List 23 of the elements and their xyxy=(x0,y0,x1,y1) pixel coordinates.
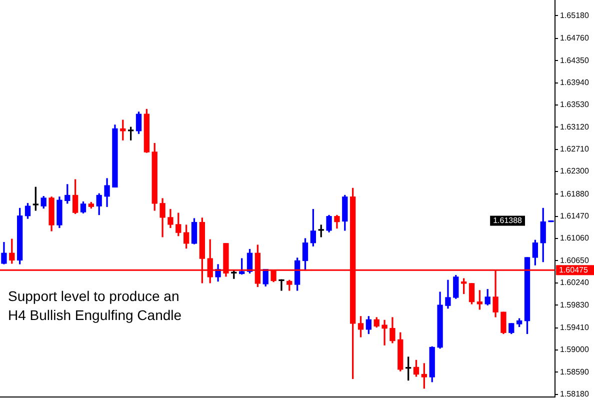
y-tick-label: 1.60240 xyxy=(560,278,590,288)
y-tick-label: 1.64350 xyxy=(560,56,590,65)
candlestick xyxy=(382,320,388,346)
y-tick-label: 1.59000 xyxy=(560,345,590,354)
y-tick-label: 1.58180 xyxy=(560,390,590,398)
y-tick-label: 1.65180 xyxy=(560,10,590,20)
y-tick-label: 1.62300 xyxy=(560,166,590,176)
y-tick-label: 1.64760 xyxy=(560,34,590,43)
y-tick-label: 1.63530 xyxy=(560,100,590,110)
y-tick-label: 1.63120 xyxy=(560,122,590,132)
annotation: 1.61388 xyxy=(493,216,523,225)
y-tick-label: 1.61060 xyxy=(560,234,590,243)
y-tick-label: 1.59830 xyxy=(560,300,590,310)
y-tick-label: 1.60650 xyxy=(560,256,590,265)
y-tick-label: 1.63940 xyxy=(560,78,590,87)
ref-line-label: 1.60475 xyxy=(559,265,588,274)
annotation: Support level to produce an H4 Bullish Engulfing Candle xyxy=(8,288,182,324)
y-tick-label: 1.59410 xyxy=(560,322,590,332)
y-tick-label: 1.61880 xyxy=(560,189,590,198)
y-tick-label: 1.62710 xyxy=(560,144,590,154)
y-tick-label: 1.58590 xyxy=(560,367,590,376)
y-tick-label: 1.61470 xyxy=(560,212,590,221)
candlestick xyxy=(278,279,284,291)
